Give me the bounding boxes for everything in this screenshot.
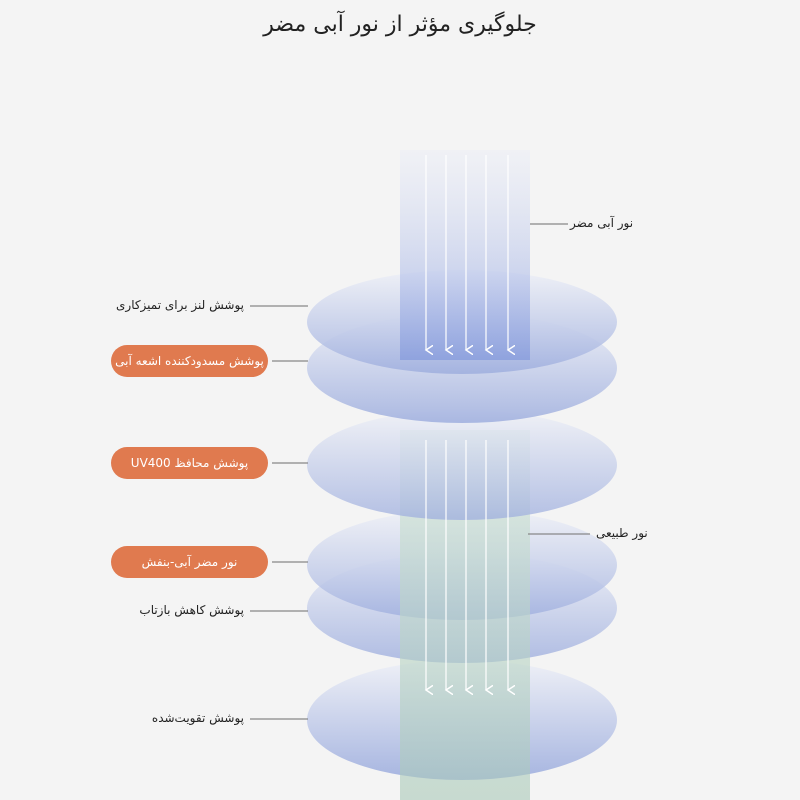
light-arrows	[426, 155, 508, 690]
label-anti-reflection-coating: پوشش کاهش بازتاب	[139, 603, 244, 617]
page-title: جلوگیری مؤثر از نور آبی مضر	[263, 12, 537, 37]
label-blue-violet-light: نور مضر آبی-بنفش	[111, 546, 268, 578]
leader-lines	[250, 223, 590, 720]
label-blue-blocking-coating: پوشش مسدودکننده اشعه آبی	[111, 345, 268, 377]
label-hardened-coating: پوشش تقویت‌شده	[151, 711, 244, 725]
label-natural-light: نور طبیعی	[596, 526, 648, 540]
lens-discs	[307, 150, 617, 800]
label-harmful-blue-light: نور آبی مضر	[570, 216, 634, 230]
label-cleaning-coating: پوشش لنز برای تمیزکاری	[116, 298, 244, 312]
label-uv400-coating: پوشش محافظ UV400	[111, 447, 268, 479]
